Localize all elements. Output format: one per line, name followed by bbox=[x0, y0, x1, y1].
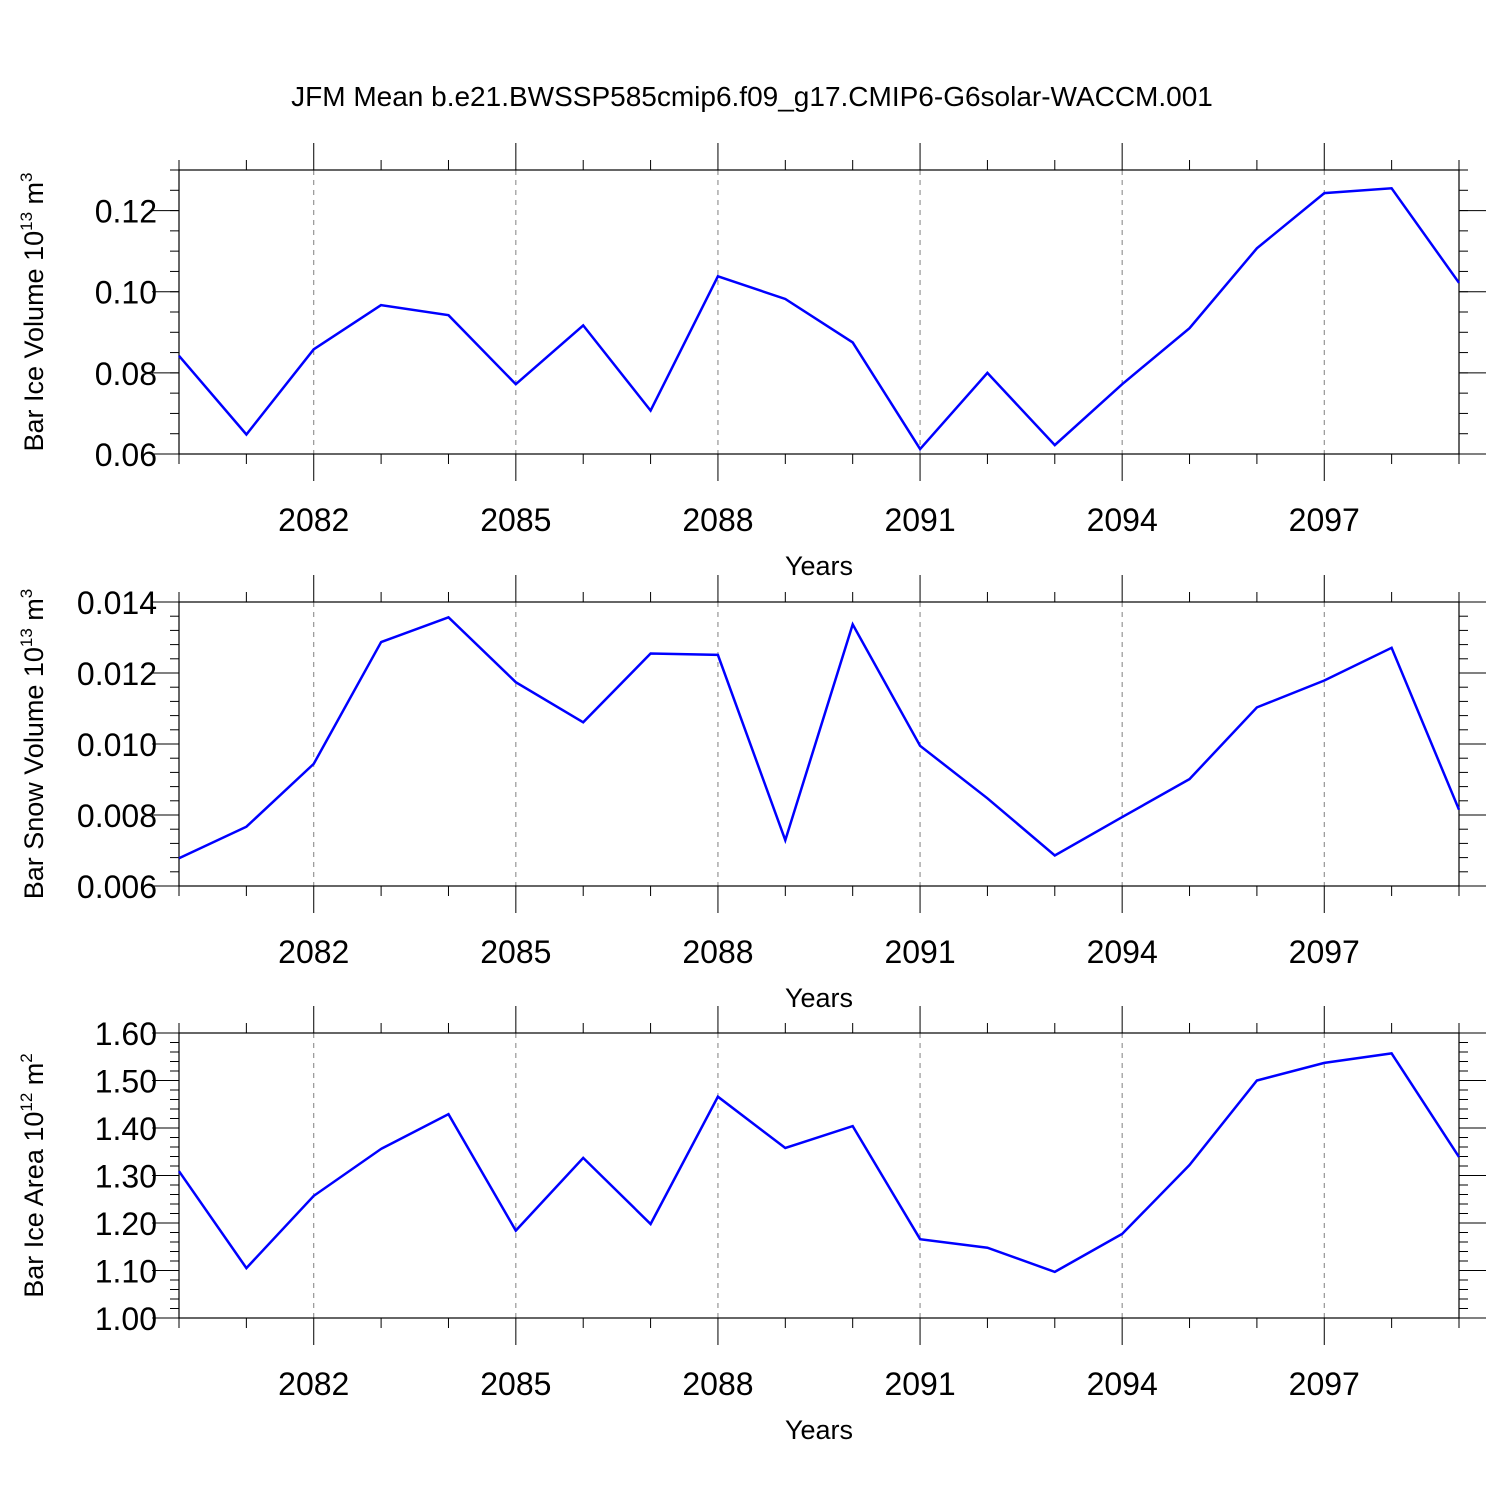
x-tick-label: 2085 bbox=[480, 1366, 551, 1402]
x-tick-label: 2097 bbox=[1289, 1366, 1360, 1402]
y-axis-label-text: m bbox=[19, 182, 49, 212]
y-tick-label: 0.008 bbox=[77, 798, 157, 834]
y-axis-label-superscript: 2 bbox=[17, 1053, 36, 1062]
x-tick-label: 2091 bbox=[884, 502, 955, 538]
x-tick-label: 2088 bbox=[682, 502, 753, 538]
y-axis-label: Bar Ice Volume 1013 m3 bbox=[17, 172, 49, 451]
y-tick-label: 0.06 bbox=[95, 437, 157, 473]
y-axis-label-superscript: 12 bbox=[17, 1093, 36, 1112]
y-axis-label-superscript: 13 bbox=[17, 628, 36, 647]
y-axis-label-text: Bar Ice Volume 10 bbox=[19, 231, 49, 452]
y-axis-label-superscript: 13 bbox=[17, 212, 36, 231]
x-tick-label: 2082 bbox=[278, 502, 349, 538]
y-tick-label: 0.08 bbox=[95, 356, 157, 392]
plot-frame bbox=[178, 601, 1460, 887]
y-tick-label: 1.30 bbox=[95, 1159, 157, 1195]
x-tick-label: 2085 bbox=[480, 934, 551, 970]
x-tick-label: 2082 bbox=[278, 934, 349, 970]
x-tick-label: 2088 bbox=[682, 1366, 753, 1402]
x-axis-label: Years bbox=[785, 551, 853, 581]
series-line bbox=[177, 1052, 1461, 1274]
y-tick-label: 1.60 bbox=[95, 1016, 157, 1052]
y-tick-label: 1.10 bbox=[95, 1254, 157, 1290]
chart-panel-3: 1.00 1.10 1.20 1.30 1.40 1.50 1.60 2082 2085 2088… bbox=[17, 1006, 1486, 1445]
y-axis-label-text: Bar Ice Area 10 bbox=[19, 1112, 49, 1298]
series-line bbox=[178, 187, 1461, 452]
y-axis-label: Bar Ice Area 1012 m2 bbox=[17, 1053, 49, 1298]
y-tick-label: 0.014 bbox=[77, 585, 157, 621]
plot-frame bbox=[178, 169, 1460, 455]
y-tick-label: 0.012 bbox=[77, 656, 157, 692]
x-tick-label: 2091 bbox=[884, 934, 955, 970]
x-axis-label: Years bbox=[785, 1415, 853, 1445]
x-tick-label: 2094 bbox=[1087, 502, 1158, 538]
y-axis-label-text: m bbox=[19, 598, 49, 628]
y-tick-label: 0.010 bbox=[77, 727, 157, 763]
y-tick-label: 1.00 bbox=[95, 1301, 157, 1337]
y-axis-label-text: Bar Snow Volume 10 bbox=[19, 647, 49, 899]
x-tick-label: 2094 bbox=[1087, 934, 1158, 970]
chart-panel-1: 0.06 0.08 0.10 0.12 2082 2085 2088 2091 2094 2097… bbox=[17, 143, 1486, 581]
x-tick-label: 2097 bbox=[1289, 934, 1360, 970]
x-tick-label: 2097 bbox=[1289, 502, 1360, 538]
y-tick-label: 0.12 bbox=[95, 194, 157, 230]
chart-panel-2: 0.006 0.008 0.010 0.012 0.014 2082 2085 2088 209… bbox=[17, 575, 1486, 1013]
panels: 0.06 0.08 0.10 0.12 2082 2085 2088 2091 2094 2097… bbox=[17, 143, 1486, 1445]
y-axis-label-superscript: 3 bbox=[17, 589, 36, 598]
series-line bbox=[178, 615, 1461, 860]
x-axis-label: Years bbox=[785, 983, 853, 1013]
y-tick-label: 0.006 bbox=[77, 869, 157, 905]
chart-title: JFM Mean b.e21.BWSSP585cmip6.f09_g17.CMI… bbox=[291, 81, 1213, 112]
x-tick-label: 2088 bbox=[682, 934, 753, 970]
x-tick-label: 2082 bbox=[278, 1366, 349, 1402]
y-tick-label: 1.50 bbox=[95, 1064, 157, 1100]
plot-frame bbox=[178, 1032, 1460, 1319]
y-axis-label: Bar Snow Volume 1013 m3 bbox=[17, 589, 49, 900]
y-tick-label: 0.10 bbox=[95, 275, 157, 311]
x-tick-label: 2094 bbox=[1087, 1366, 1158, 1402]
x-tick-label: 2091 bbox=[884, 1366, 955, 1402]
y-axis-label-text: m bbox=[19, 1063, 49, 1093]
x-tick-label: 2085 bbox=[480, 502, 551, 538]
y-axis-label-superscript: 3 bbox=[17, 172, 36, 181]
y-tick-label: 1.40 bbox=[95, 1111, 157, 1147]
y-tick-label: 1.20 bbox=[95, 1206, 157, 1242]
